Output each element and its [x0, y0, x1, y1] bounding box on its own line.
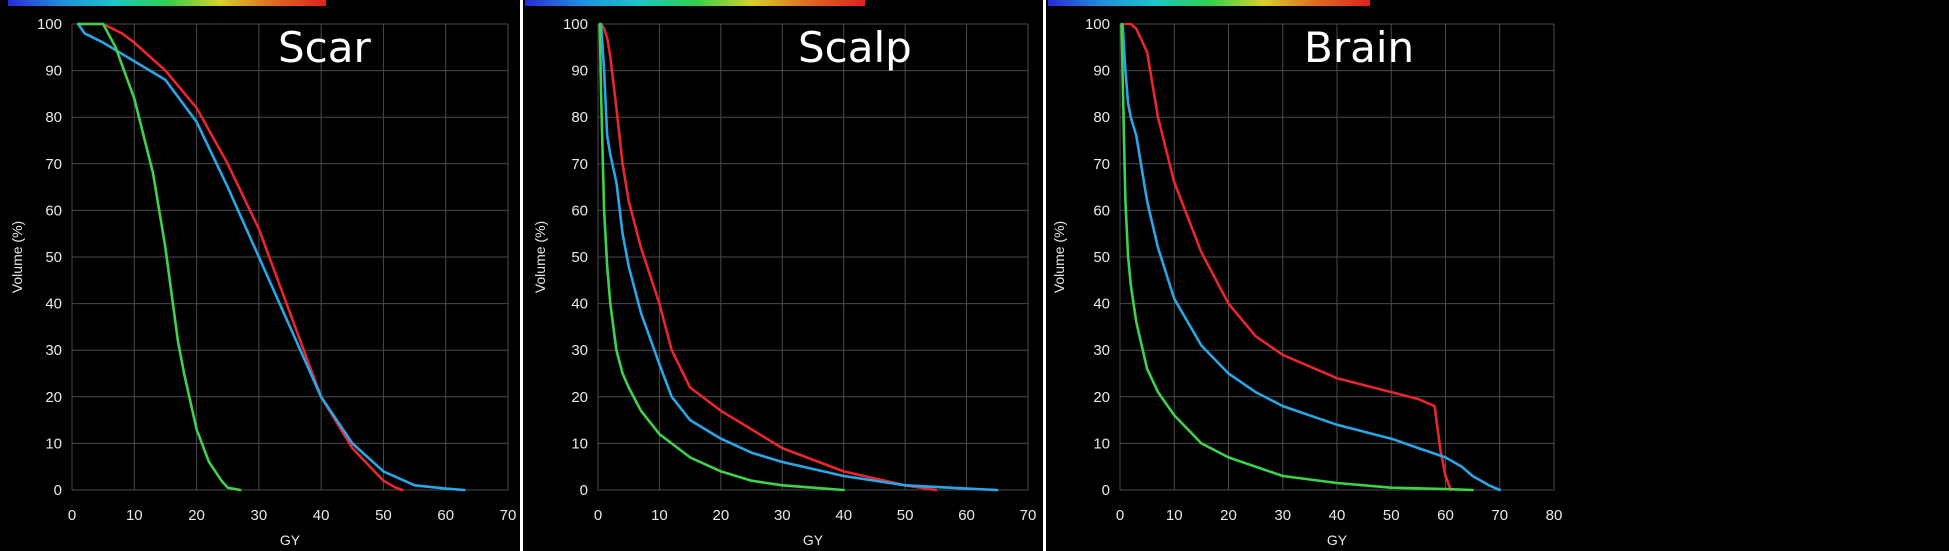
- y-tick-label: 10: [45, 435, 62, 452]
- colormap-bar: [8, 0, 326, 6]
- y-tick-label: 40: [45, 296, 62, 313]
- series-line-blue: [76, 22, 466, 492]
- x-tick-label: 40: [835, 507, 852, 524]
- y-tick-label: 100: [37, 16, 62, 33]
- x-axis-label: GY: [803, 532, 824, 548]
- x-tick-label: 20: [188, 507, 205, 524]
- x-tick-label: 40: [313, 507, 330, 524]
- y-tick-label: 90: [45, 63, 62, 80]
- y-tick-label: 0: [54, 482, 62, 499]
- chart-panel-scar: 0 10 20 30 40 50 60 70 80 90 100 0 10 20 30 40 50 60 70 GY V…: [0, 0, 520, 551]
- x-tick-label: 10: [126, 507, 143, 524]
- x-tick-label: 60: [1437, 507, 1454, 524]
- y-tick-label: 60: [571, 202, 588, 219]
- y-tick-label: 50: [45, 249, 62, 266]
- x-tick-label: 50: [897, 507, 914, 524]
- y-tick-label: 100: [563, 16, 588, 33]
- y-tick-label: 90: [571, 63, 588, 80]
- y-tick-label: 20: [1093, 389, 1110, 406]
- colormap-bar: [525, 0, 865, 6]
- x-axis-label: GY: [1327, 532, 1348, 548]
- y-axis-label: Volume (%): [9, 221, 25, 293]
- x-tick-label: 50: [375, 507, 392, 524]
- y-axis-label: Volume (%): [532, 221, 548, 293]
- y-tick-label: 30: [45, 342, 62, 359]
- x-tick-label: 0: [68, 507, 76, 524]
- x-tick-label: 30: [251, 507, 268, 524]
- y-tick-label: 70: [1093, 156, 1110, 173]
- colormap-bar: [1048, 0, 1370, 6]
- series-line-blue: [599, 22, 999, 492]
- y-tick-label: 70: [45, 156, 62, 173]
- x-tick-label: 60: [437, 507, 454, 524]
- x-tick-label: 70: [1020, 507, 1037, 524]
- series-line-green: [1120, 22, 1474, 492]
- x-tick-label: 10: [651, 507, 668, 524]
- x-tick-label: 60: [958, 507, 975, 524]
- y-tick-label: 50: [571, 249, 588, 266]
- y-axis-label: Volume (%): [1051, 221, 1067, 293]
- series-line-red: [599, 22, 938, 492]
- x-tick-label: 70: [1491, 507, 1508, 524]
- chart-scar: 0 10 20 30 40 50 60 70 80 90 100 0 10 20 30 40 50 60 70 GY V…: [9, 16, 517, 548]
- y-tick-label: 20: [571, 389, 588, 406]
- x-tick-label: 20: [713, 507, 730, 524]
- x-tick-label: 40: [1329, 507, 1346, 524]
- x-tick-label: 10: [1166, 507, 1183, 524]
- y-tick-label: 10: [571, 435, 588, 452]
- chart-panel-brain: 0 10 20 30 40 50 60 70 80 90 100 0 10 20 30 40 50 60 70 80 G…: [1046, 0, 1949, 551]
- chart-panel-scalp: 0 10 20 30 40 50 60 70 80 90 100 0 10 20 30 40 50 60 70 GY V…: [523, 0, 1043, 551]
- series-line-blue: [1121, 22, 1502, 492]
- y-tick-label: 0: [1102, 482, 1110, 499]
- panel-divider: [1043, 0, 1046, 551]
- x-tick-label: 80: [1546, 507, 1563, 524]
- x-tick-label: 0: [594, 507, 602, 524]
- y-tick-label: 100: [1085, 16, 1110, 33]
- panel-divider: [520, 0, 523, 551]
- series-line-green: [598, 22, 846, 492]
- y-tick-label: 80: [1093, 109, 1110, 126]
- series-line-red: [76, 22, 404, 492]
- series-line-green: [76, 22, 242, 492]
- chart-title: Scar: [278, 23, 371, 72]
- y-tick-label: 80: [571, 109, 588, 126]
- y-tick-label: 30: [571, 342, 588, 359]
- y-tick-label: 90: [1093, 63, 1110, 80]
- chart-brain: 0 10 20 30 40 50 60 70 80 90 100 0 10 20 30 40 50 60 70 80 G…: [1051, 16, 1563, 548]
- x-tick-label: 50: [1383, 507, 1400, 524]
- chart-scalp: 0 10 20 30 40 50 60 70 80 90 100 0 10 20 30 40 50 60 70 GY V…: [532, 16, 1037, 548]
- chart-title: Scalp: [798, 23, 912, 72]
- x-tick-label: 30: [774, 507, 791, 524]
- y-tick-label: 40: [571, 296, 588, 313]
- x-tick-label: 70: [500, 507, 517, 524]
- y-tick-label: 20: [45, 389, 62, 406]
- y-tick-label: 50: [1093, 249, 1110, 266]
- chart-title: Brain: [1304, 23, 1414, 72]
- y-tick-label: 0: [580, 482, 588, 499]
- y-tick-label: 70: [571, 156, 588, 173]
- x-tick-label: 0: [1116, 507, 1124, 524]
- x-tick-label: 20: [1220, 507, 1237, 524]
- y-tick-label: 80: [45, 109, 62, 126]
- x-tick-label: 30: [1274, 507, 1291, 524]
- y-tick-label: 40: [1093, 296, 1110, 313]
- y-tick-label: 30: [1093, 342, 1110, 359]
- y-tick-label: 60: [45, 202, 62, 219]
- y-tick-label: 60: [1093, 202, 1110, 219]
- series-line-red: [1124, 22, 1453, 492]
- y-tick-label: 10: [1093, 435, 1110, 452]
- x-axis-label: GY: [280, 532, 301, 548]
